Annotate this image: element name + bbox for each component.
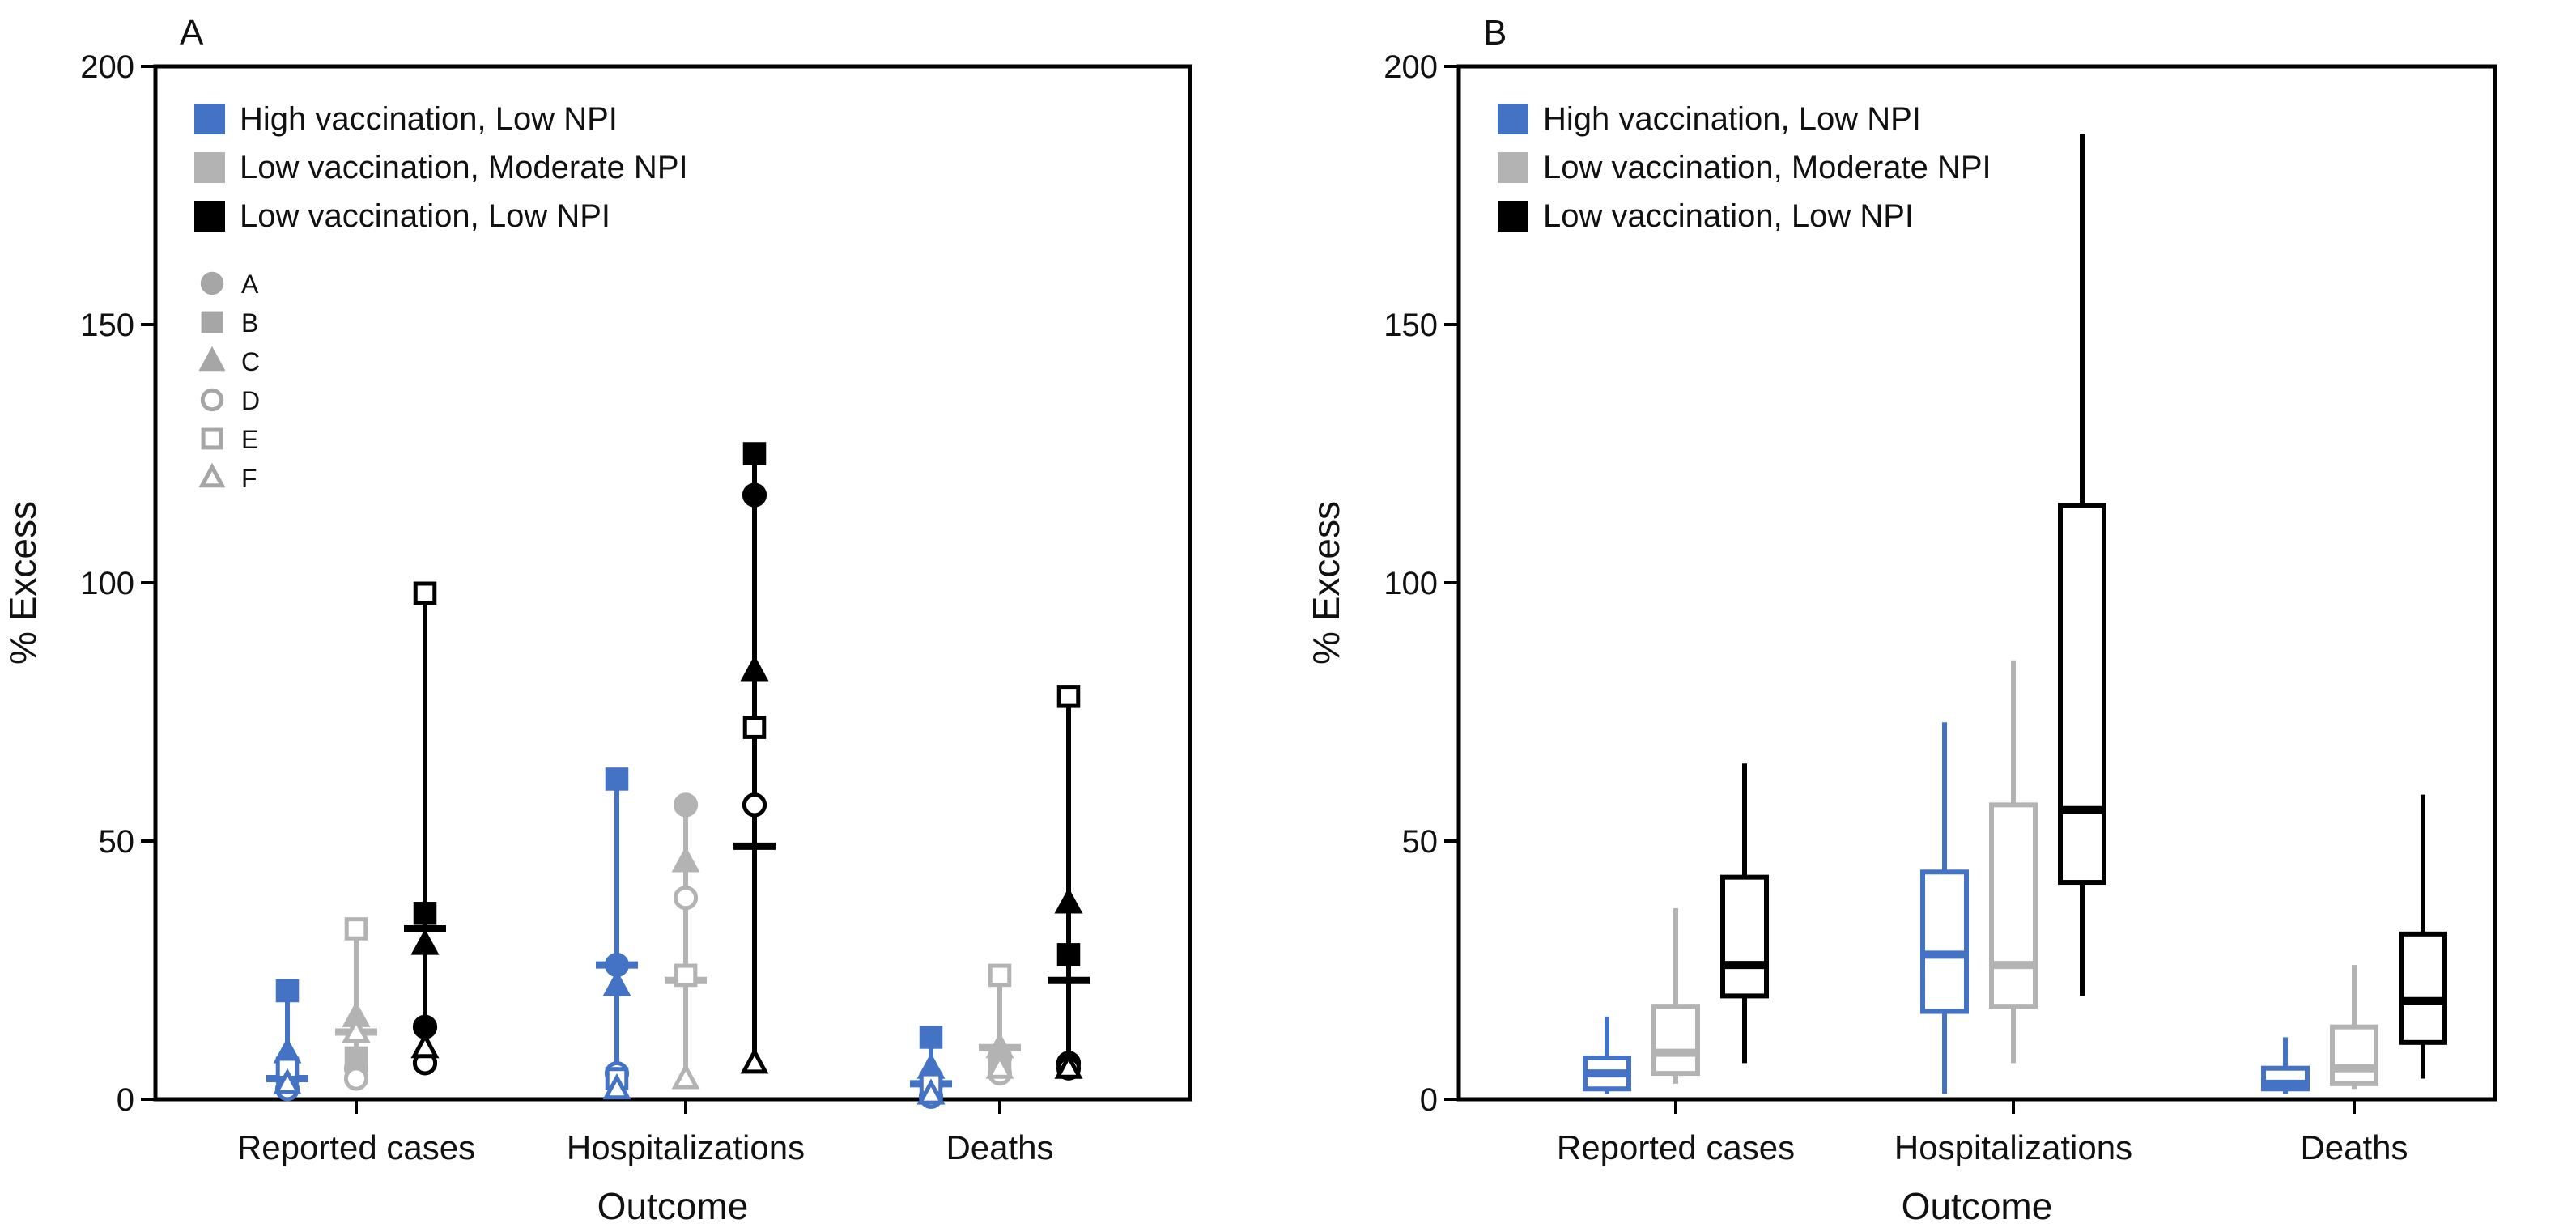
legend-swatch [1498,152,1528,183]
data-point-f [1054,1052,1083,1079]
data-point-d [343,1066,369,1091]
scenario-marker-d [200,388,224,412]
data-point-f [602,1073,631,1100]
data-point-e [413,581,437,605]
legend-swatch [194,104,225,134]
data-point-b [919,1026,943,1049]
box [1651,1004,1700,1077]
box [2058,503,2106,886]
scenario-marker-c [198,346,226,372]
data-point-b [1056,943,1081,966]
y-tick-label: 150 [80,308,134,343]
data-point-e [344,917,368,941]
scenario-marker-f [198,462,226,488]
y-tick-label: 50 [99,824,135,860]
box [1989,802,2038,1009]
data-point-f [342,1016,371,1043]
panel-a: A 0 50 100 150 200 % Excess Reported cases Hospi… [2,13,1192,1227]
x-tick-label: Deaths [2300,1128,2408,1166]
data-point-a [742,482,767,508]
x-tick-label: Deaths [946,1128,1053,1166]
x-tick-label: Reported cases [237,1128,475,1166]
y-tick-label: 0 [117,1082,134,1118]
data-point-f [985,1052,1014,1079]
data-point-c [740,655,769,682]
y-tick-label: 100 [1384,566,1438,601]
data-point-f [916,1078,946,1105]
box [1920,869,1969,1014]
data-point-e [674,963,698,988]
data-point-a [673,792,699,818]
legend-label: Low vaccination, Low NPI [1543,198,1914,234]
y-tick-label: 50 [1402,824,1439,860]
legend-swatch [1498,201,1528,232]
data-point-f [740,1047,769,1074]
data-point-b [742,442,767,465]
y-tick-label: 200 [80,49,134,85]
data-point-e [742,716,767,739]
y-tick-label: 150 [1384,308,1438,343]
legend-label: Low vaccination, Moderate NPI [1543,150,1992,185]
scenario-label: F [241,464,257,493]
legend-label: High vaccination, Low NPI [240,101,618,137]
y-axis-label: % Excess [2,501,44,665]
panel-label: A [180,13,204,53]
legend-swatch [194,152,225,183]
x-tick-label: Reported cases [1557,1128,1795,1166]
scenario-marker-e [201,427,223,450]
data-point-b [344,1046,368,1070]
scenario-label: C [241,347,260,376]
scenario-label: D [241,386,260,415]
y-tick-label: 200 [1384,49,1438,85]
x-tick-label: Hospitalizations [1894,1128,2132,1166]
box [1720,874,1769,999]
box [2330,1024,2378,1086]
box [2399,931,2447,1045]
scenario-label: B [241,308,258,338]
data-point-b [275,979,300,1003]
data-point-e [1056,685,1081,708]
data-point-d [742,792,767,818]
x-tick-label: Hospitalizations [567,1128,805,1166]
scenario-marker-b [201,311,223,333]
panel-label: B [1483,13,1507,53]
data-point-b [605,767,629,791]
data-point-f [273,1068,302,1094]
legend-swatch [1498,104,1528,134]
y-tick-label: 0 [1420,1082,1438,1118]
data-point-c [671,846,700,873]
scenario-label: E [241,425,258,454]
legend-label: Low vaccination, Moderate NPI [240,150,688,185]
legend-label: High vaccination, Low NPI [1543,101,1921,137]
panel-b: B 0 50 100 150 200 % Excess Reported cases Hospi… [1305,13,2497,1227]
data-point-f [410,1031,440,1059]
data-point-c [602,970,631,996]
legend-label: Low vaccination, Low NPI [240,198,610,234]
data-point-c [1054,887,1083,914]
legend-swatch [194,201,225,232]
data-point-b [413,902,437,925]
y-axis-label: % Excess [1305,501,1347,665]
x-axis-label: Outcome [597,1185,749,1227]
data-point-c [410,928,440,955]
data-point-d [673,886,699,911]
x-axis-label: Outcome [1902,1185,2053,1227]
scenario-label: A [241,270,259,299]
y-tick-label: 100 [80,566,134,601]
data-point-e [988,963,1012,988]
scenario-marker-a [200,271,224,295]
data-point-f [671,1063,700,1090]
